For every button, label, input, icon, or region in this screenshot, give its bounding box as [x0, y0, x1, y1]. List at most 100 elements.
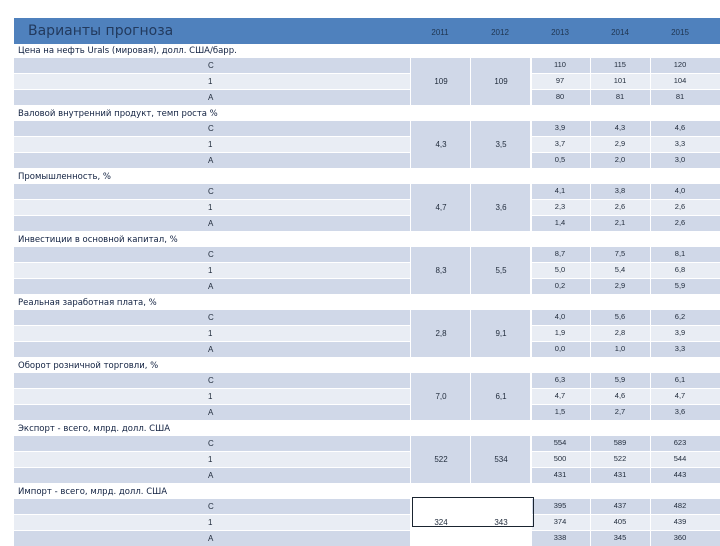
table-header — [14, 18, 720, 44]
merged-cell-2011: 7,0 — [410, 373, 472, 420]
section-label: Валовой внутренний продукт, темп роста % — [18, 109, 218, 119]
cell-2015: 6,1 — [674, 375, 686, 384]
cell-2012: 6,1 — [495, 391, 507, 401]
table-row — [14, 279, 720, 294]
cell-2011: 522 — [434, 454, 448, 464]
scenario-label: C — [208, 376, 214, 385]
cell-2015: 3,0 — [674, 155, 686, 164]
table-row — [14, 263, 720, 278]
cell-2012: 3,6 — [495, 202, 507, 212]
cell-2014: 2,8 — [614, 328, 626, 337]
column-divider — [530, 310, 531, 357]
cell-2015: 3,3 — [674, 139, 686, 148]
cell-2014: 5,9 — [614, 375, 626, 384]
scenario-label: 1 — [208, 140, 213, 149]
cell-2015: 6,2 — [674, 312, 686, 321]
scenario-label: А — [208, 534, 214, 543]
cell-2014: 4,6 — [614, 391, 626, 400]
cell-2014: 1,0 — [614, 344, 626, 353]
table-row — [14, 326, 720, 341]
section-label: Цена на нефть Urals (мировая), долл. США… — [18, 46, 237, 56]
cell-2011: 2,8 — [435, 328, 447, 338]
cell-2014: 437 — [613, 501, 627, 510]
merged-cell-2012: 534 — [470, 436, 532, 483]
cell-2014: 405 — [613, 517, 627, 526]
cell-2015: 443 — [673, 470, 687, 479]
cell-2015: 4,0 — [674, 186, 686, 195]
table-row — [14, 90, 720, 105]
table-row — [14, 452, 720, 467]
cell-2015: 2,6 — [674, 218, 686, 227]
cell-2013: 1,9 — [554, 328, 566, 337]
scenario-label: C — [208, 61, 214, 70]
cell-2013: 5,0 — [554, 265, 566, 274]
scenario-label: 1 — [208, 266, 213, 275]
merged-cell-2012: 343 — [470, 499, 532, 546]
merged-cell-2012: 3,5 — [470, 121, 532, 168]
cell-2013: 0,2 — [554, 281, 566, 290]
cell-2013: 80 — [555, 92, 565, 101]
scenario-label: 1 — [208, 455, 213, 464]
cell-2015: 544 — [673, 454, 687, 463]
scenario-label: C — [208, 250, 214, 259]
table-row — [14, 58, 720, 73]
merged-cell-2012: 6,1 — [470, 373, 532, 420]
cell-2015: 104 — [673, 76, 687, 85]
table-row — [14, 389, 720, 404]
cell-2015: 3,3 — [674, 344, 686, 353]
merged-cell-2012: 109 — [470, 58, 532, 105]
column-divider — [590, 184, 591, 231]
column-divider — [650, 58, 651, 105]
cell-2012: 9,1 — [495, 328, 507, 338]
cell-2012: 109 — [494, 76, 508, 86]
table-row — [14, 436, 720, 451]
table-row — [14, 468, 720, 483]
year-header-2011: 2011 — [431, 28, 449, 37]
year-header-2015: 2015 — [671, 28, 689, 37]
cell-2014: 115 — [614, 60, 626, 69]
column-divider — [650, 121, 651, 168]
scenario-label: А — [208, 471, 214, 480]
column-divider — [590, 247, 591, 294]
scenario-label: А — [208, 219, 214, 228]
column-divider — [590, 310, 591, 357]
scenario-label: 1 — [208, 329, 213, 338]
cell-2014: 345 — [613, 533, 627, 542]
scenario-label: 1 — [208, 392, 213, 401]
cell-2014: 431 — [613, 470, 627, 479]
table-row — [14, 247, 720, 262]
cell-2011: 4,7 — [435, 202, 447, 212]
merged-cell-2011: 4,3 — [410, 121, 472, 168]
cell-2013: 431 — [553, 470, 567, 479]
cell-2014: 522 — [613, 454, 627, 463]
scenario-label: C — [208, 124, 214, 133]
cell-2015: 3,9 — [674, 328, 686, 337]
cell-2013: 338 — [553, 533, 567, 542]
cell-2014: 3,8 — [614, 186, 626, 195]
section-label: Промышленность, % — [18, 172, 111, 182]
merged-cell-2011: 8,3 — [410, 247, 472, 294]
cell-2013: 554 — [553, 438, 567, 447]
column-divider — [530, 247, 531, 294]
table-row — [14, 184, 720, 199]
cell-2014: 2,1 — [614, 218, 626, 227]
page-title: Варианты прогноза — [28, 23, 174, 39]
table-row — [14, 74, 720, 89]
year-header-2014: 2014 — [611, 28, 629, 37]
cell-2014: 2,7 — [614, 407, 626, 416]
scenario-label: А — [208, 93, 214, 102]
cell-2013: 8,7 — [554, 249, 566, 258]
cell-2014: 81 — [615, 92, 625, 101]
section-header — [14, 170, 720, 183]
scenario-label: А — [208, 156, 214, 165]
merged-cell-2012: 5,5 — [470, 247, 532, 294]
table-row — [14, 515, 720, 530]
column-divider — [590, 373, 591, 420]
cell-2011: 4,3 — [435, 139, 447, 149]
scenario-label: 1 — [208, 77, 213, 86]
cell-2012: 5,5 — [495, 265, 507, 275]
cell-2015: 623 — [673, 438, 687, 447]
scenario-label: А — [208, 282, 214, 291]
cell-2012: 343 — [494, 517, 508, 527]
